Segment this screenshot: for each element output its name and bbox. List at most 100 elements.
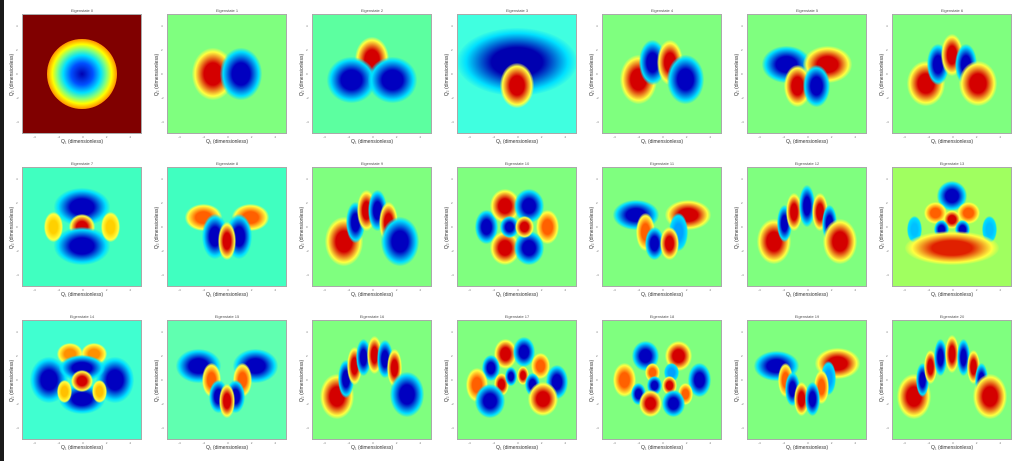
panel-title: Eigenstate 16 (359, 314, 385, 319)
lobe (500, 215, 520, 239)
x-axis-label: Q₁ (dimensionless) (61, 292, 103, 298)
y-tick: -2 (16, 96, 19, 100)
x-tick: 4 (129, 441, 131, 445)
x-axis-label: Q₁ (dimensionless) (641, 139, 683, 145)
y-axis-label: Q₂ (dimensionless) (589, 359, 595, 403)
y-tick: -2 (596, 96, 599, 100)
panel-title: Eigenstate 2 (360, 8, 384, 13)
heatmap-plot (457, 14, 577, 134)
y-tick: 2 (741, 48, 743, 52)
x-tick: -4 (612, 135, 616, 139)
y-axis-label: Q₂ (dimensionless) (299, 206, 305, 250)
y-tick-labels: 4 2 0 -2 -4 (16, 167, 19, 287)
heatmap-plot (602, 14, 722, 134)
x-tick-labels: -4 -2 0 2 4 (892, 441, 1012, 445)
y-tick: -4 (596, 273, 599, 277)
x-tick: 2 (395, 288, 398, 292)
x-tick: 2 (250, 441, 253, 445)
y-tick: -4 (451, 273, 454, 277)
x-tick: 0 (807, 441, 809, 445)
y-tick: -2 (451, 402, 454, 406)
x-tick: -4 (757, 135, 761, 139)
y-tick: 2 (886, 201, 888, 205)
x-tick: 4 (709, 135, 711, 139)
lobe (645, 226, 665, 261)
x-tick-labels: -4 -2 0 2 4 (602, 288, 722, 292)
panel-title: Eigenstate 20 (939, 314, 965, 319)
x-tick: 2 (685, 441, 688, 445)
lobe (638, 390, 662, 417)
y-tick: -2 (741, 249, 744, 253)
y-axis-label: Q₂ (dimensionless) (444, 359, 450, 403)
x-tick: -2 (492, 288, 496, 292)
y-tick: 4 (306, 24, 308, 28)
x-tick: 2 (395, 135, 398, 139)
lobe (217, 222, 237, 261)
y-axis-label: Q₂ (dimensionless) (879, 206, 885, 250)
y-axis-label: Q₂ (dimensionless) (444, 206, 450, 250)
y-axis-label: Q₂ (dimensionless) (734, 53, 740, 97)
x-axis-label: Q₁ (dimensionless) (931, 139, 973, 145)
y-tick: 4 (306, 330, 308, 334)
x-tick: -2 (927, 135, 931, 139)
heatmap-plot (22, 167, 142, 287)
x-tick-labels: -4 -2 0 2 4 (167, 441, 287, 445)
y-tick: -4 (886, 120, 889, 124)
x-tick: 4 (419, 288, 421, 292)
x-tick: 2 (540, 441, 543, 445)
panel-title: Eigenstate 13 (939, 161, 965, 166)
y-tick: 0 (596, 72, 598, 76)
lobe (799, 184, 815, 227)
eigenstate-panel-14: Eigenstate 14 4 2 0 -2 -4 -4 -2 0 2 4 Q₁ (dimens… (6, 306, 151, 459)
y-tick: 4 (451, 24, 453, 28)
y-tick: -2 (161, 249, 164, 253)
lobe (957, 201, 980, 225)
x-tick-labels: -4 -2 0 2 4 (22, 441, 142, 445)
panel-title: Eigenstate 3 (505, 8, 529, 13)
x-tick: 0 (227, 135, 229, 139)
lobe (933, 338, 947, 377)
x-tick: 0 (372, 288, 374, 292)
eigenstate-panel-13: Eigenstate 13 4 2 0 -2 -4 -4 -2 0 2 4 Q₁ (dimens… (876, 153, 1021, 306)
x-axis-label: Q₁ (dimensionless) (641, 445, 683, 451)
x-tick: -2 (202, 441, 206, 445)
y-tick: -4 (161, 273, 164, 277)
x-tick-labels: -4 -2 0 2 4 (312, 441, 432, 445)
y-tick: 4 (161, 24, 163, 28)
x-tick: 4 (854, 441, 856, 445)
y-tick: 4 (451, 177, 453, 181)
y-tick: 0 (596, 225, 598, 229)
panel-title: Eigenstate 15 (214, 314, 240, 319)
y-tick: -2 (596, 402, 599, 406)
eigenstate-panel-11: Eigenstate 11 4 2 0 -2 -4 -4 -2 0 2 4 Q₁ (dimens… (586, 153, 731, 306)
x-tick: 0 (952, 441, 954, 445)
x-tick: 4 (854, 288, 856, 292)
heatmap-plot (167, 320, 287, 440)
x-tick-labels: -4 -2 0 2 4 (167, 288, 287, 292)
eigenstate-panel-5: Eigenstate 5 4 2 0 -2 -4 -4 -2 0 2 4 Q₁ (dimensi… (731, 0, 876, 153)
heatmap-plot (457, 167, 577, 287)
x-axis-label: Q₁ (dimensionless) (61, 139, 103, 145)
x-tick: 2 (830, 441, 833, 445)
y-tick: 0 (16, 378, 18, 382)
lobe (44, 211, 64, 243)
y-axis-label: Q₂ (dimensionless) (734, 359, 740, 403)
heatmap-plot (602, 167, 722, 287)
x-tick: -2 (57, 135, 61, 139)
y-tick: 0 (451, 378, 453, 382)
y-tick-labels: 4 2 0 -2 -4 (306, 167, 309, 287)
y-tick: 0 (306, 72, 308, 76)
y-tick: -4 (886, 273, 889, 277)
y-tick: 4 (16, 24, 18, 28)
lobe (56, 380, 72, 404)
y-tick: 0 (886, 225, 888, 229)
y-tick: 2 (161, 354, 163, 358)
heatmap-plot (892, 167, 1012, 287)
y-tick-labels: 4 2 0 -2 -4 (741, 167, 744, 287)
heatmap-plot (747, 167, 867, 287)
x-tick: 0 (662, 441, 664, 445)
lobe (70, 369, 94, 393)
x-tick-labels: -4 -2 0 2 4 (457, 288, 577, 292)
lobe (367, 57, 417, 103)
y-axis-label: Q₂ (dimensionless) (9, 359, 15, 403)
